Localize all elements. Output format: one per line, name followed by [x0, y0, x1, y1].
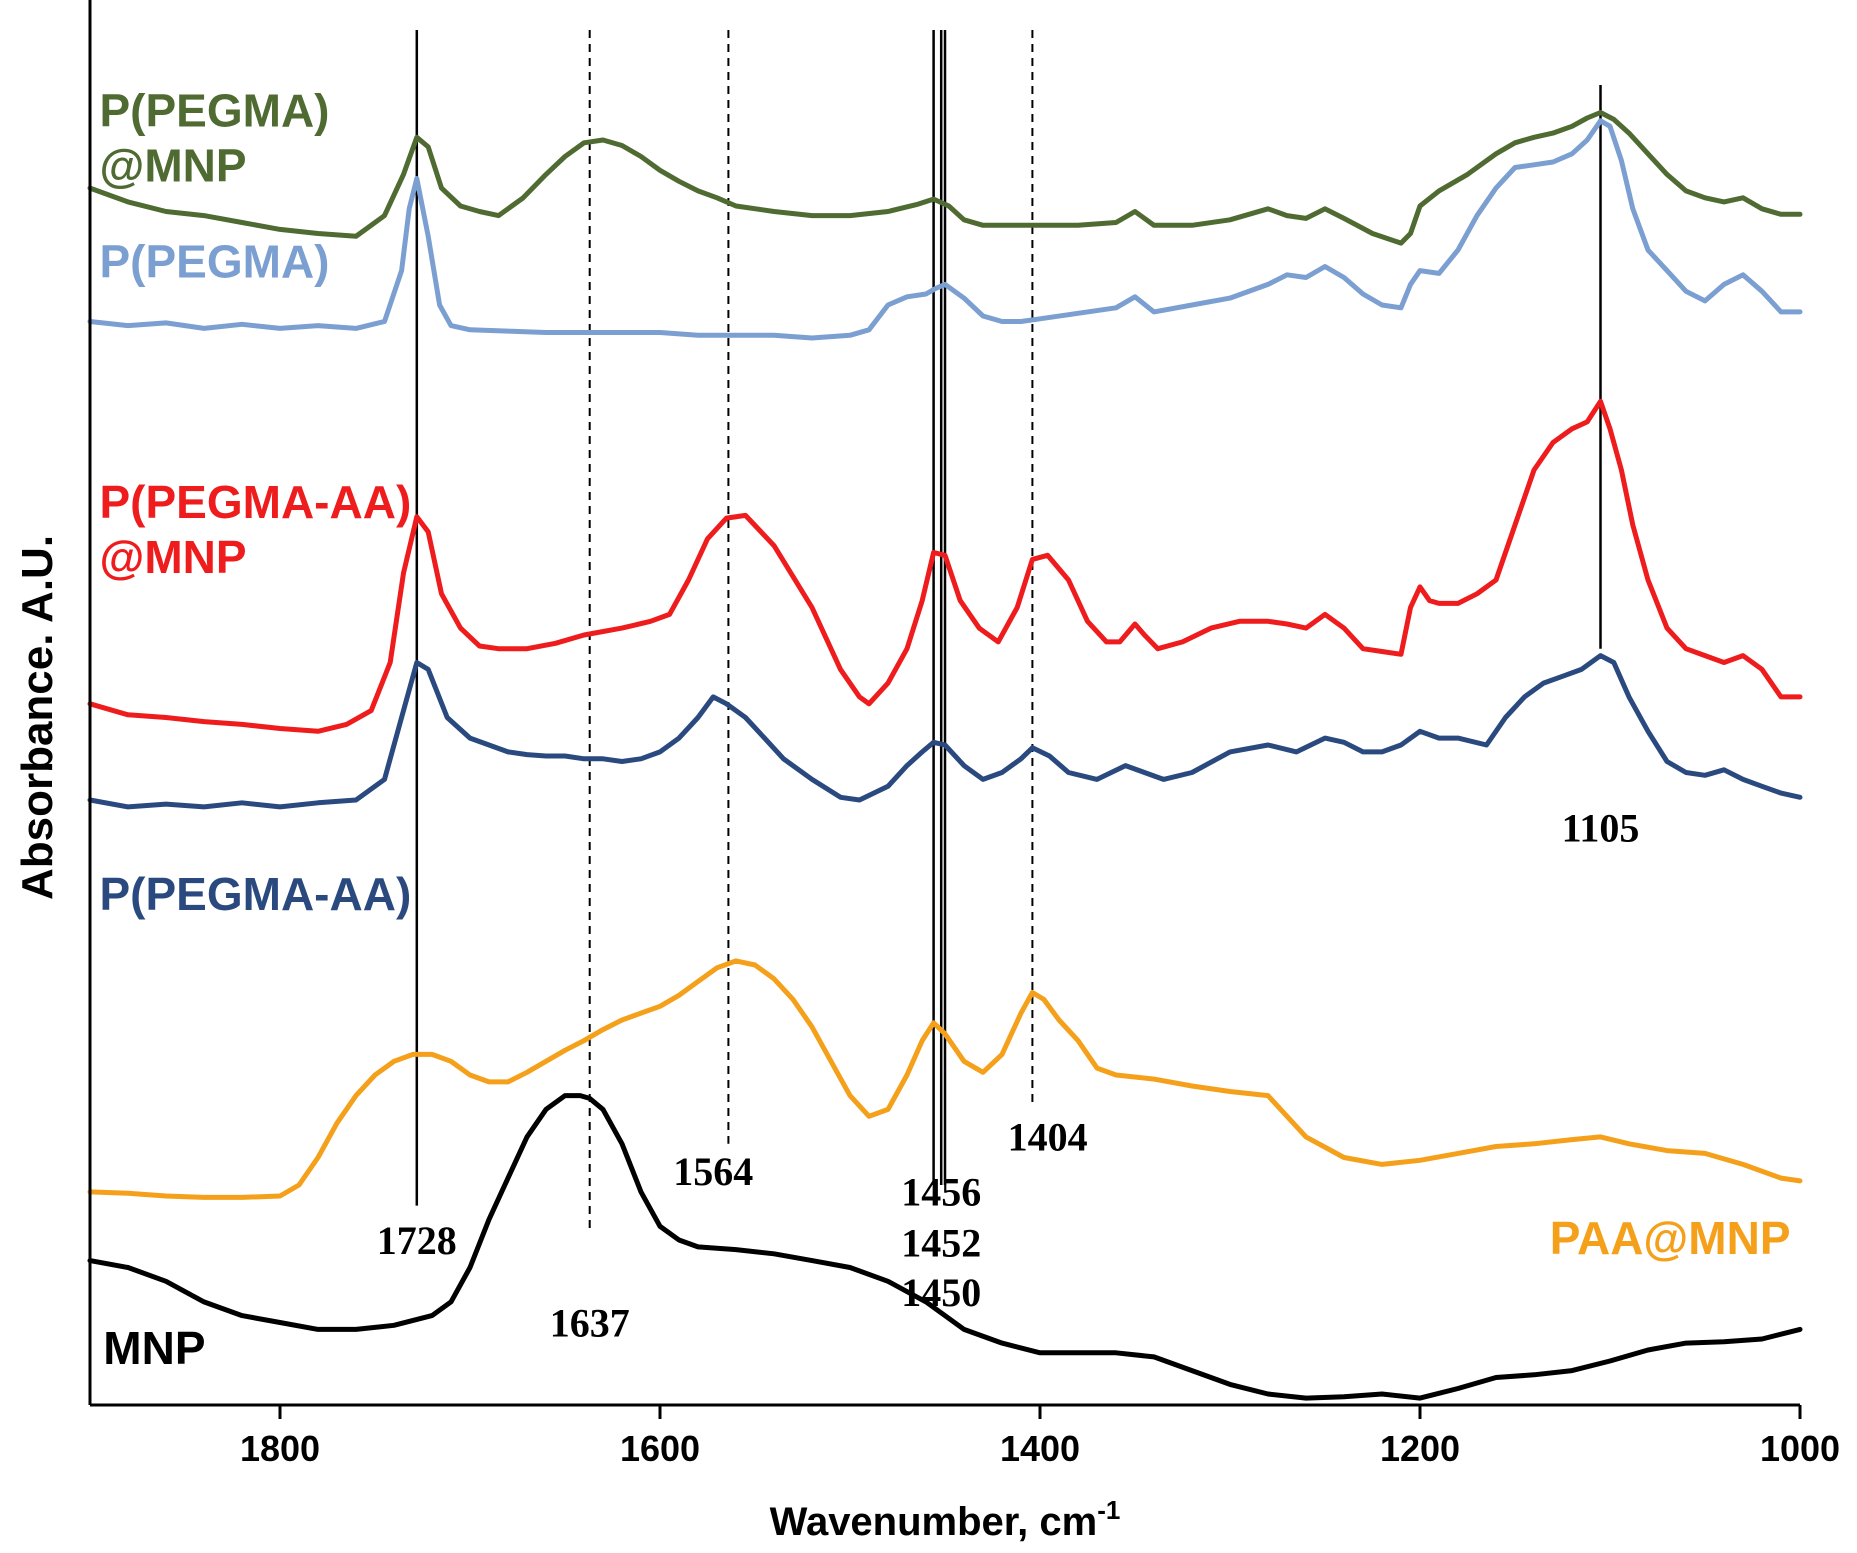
peak-label: 1450 [901, 1270, 981, 1315]
peak-label: 1452 [901, 1221, 981, 1266]
x-axis-title-superscript: -1 [1097, 1495, 1120, 1525]
series-line-4 [87, 958, 1803, 1200]
spectra [87, 110, 1803, 1401]
series-label-2: P(PEGMA-AA) [100, 476, 412, 528]
peak-label: 1404 [1008, 1115, 1088, 1160]
series-label-0: P(PEGMA) [100, 84, 330, 136]
y-axis-title: Absorbance. A.U. [13, 535, 62, 900]
series-line-1 [87, 118, 1803, 341]
peak-label: 1105 [1562, 805, 1640, 850]
peak-label: 1637 [550, 1300, 630, 1345]
series-label-2: @MNP [100, 531, 247, 583]
series-line-0 [87, 110, 1803, 246]
series-label-1: P(PEGMA) [100, 236, 330, 288]
series-labels: P(PEGMA)@MNPP(PEGMA)P(PEGMA-AA)@MNPP(PEG… [100, 84, 1791, 1374]
x-tick-label: 1400 [1000, 1428, 1080, 1469]
series-label-5: MNP [103, 1322, 205, 1374]
x-axis-title: Wavenumber, cm-1 [770, 1495, 1121, 1544]
x-tick-label: 1000 [1760, 1428, 1840, 1469]
series-label-4: PAA@MNP [1550, 1212, 1791, 1264]
peak-label: 1456 [901, 1170, 981, 1215]
series-line-5 [87, 1093, 1803, 1401]
x-axis-title-main: Wavenumber, cm [770, 1500, 1098, 1544]
series-line-3 [87, 653, 1803, 810]
series-label-0: @MNP [100, 139, 247, 191]
peak-label: 1564 [673, 1149, 753, 1194]
x-ticks: 1800 1600 1400 1200 1000 [240, 1405, 1840, 1469]
x-tick-label: 1200 [1380, 1428, 1460, 1469]
series-label-3: P(PEGMA-AA) [100, 868, 412, 920]
x-tick-label: 1600 [620, 1428, 700, 1469]
peak-label: 1728 [377, 1218, 457, 1263]
series-line-2 [87, 398, 1803, 734]
x-tick-label: 1800 [240, 1428, 320, 1469]
